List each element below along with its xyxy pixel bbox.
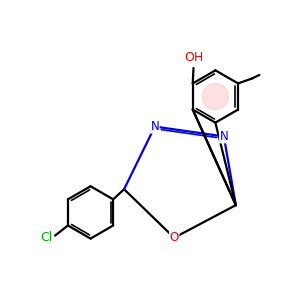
Circle shape (202, 83, 229, 110)
Text: Cl: Cl (40, 231, 53, 244)
Text: OH: OH (184, 51, 203, 64)
Text: N: N (220, 130, 228, 143)
Text: N: N (150, 120, 159, 133)
Text: O: O (169, 231, 179, 244)
